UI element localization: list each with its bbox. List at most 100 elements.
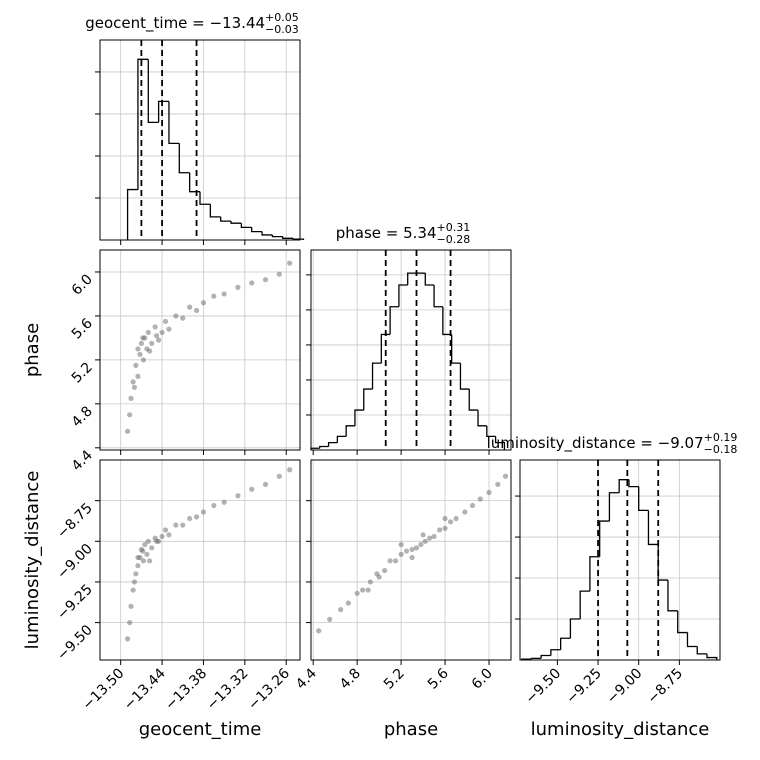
panel-frame — [99, 39, 301, 241]
sample-point — [166, 532, 172, 538]
sample-point — [431, 533, 437, 540]
sample-point — [477, 496, 483, 502]
sample-point — [436, 527, 443, 533]
sample-point — [156, 337, 162, 343]
sample-point — [149, 545, 155, 551]
sample-point — [354, 590, 360, 596]
hist-step — [424, 273, 435, 286]
sample-point — [420, 532, 426, 538]
y-axis-label: phase — [22, 323, 43, 377]
sample-point — [447, 519, 454, 525]
title-sup: +0.31 — [437, 221, 471, 234]
sample-point — [137, 351, 143, 357]
hist-step — [657, 544, 668, 581]
hist-step — [560, 637, 571, 650]
sample-point — [135, 373, 141, 379]
sample-point — [413, 545, 420, 551]
hist-step — [459, 363, 470, 390]
sample-point — [235, 493, 241, 499]
sample-point — [159, 533, 165, 540]
hist-step — [319, 445, 329, 449]
sample-point — [130, 587, 136, 593]
sample-point — [422, 538, 428, 544]
sample-point — [200, 509, 207, 515]
sample-point — [140, 357, 147, 363]
sample-point — [276, 473, 282, 479]
sample-point — [382, 567, 388, 574]
sample-point — [133, 362, 139, 368]
sample-point — [144, 346, 150, 352]
sample-point — [200, 300, 207, 306]
hist-step — [569, 618, 581, 639]
y-tick-label: 5.2 — [69, 359, 96, 386]
sample-point — [173, 522, 179, 528]
hist-step — [398, 284, 408, 307]
x-tick-label: −13.44 — [121, 665, 169, 713]
hist-step — [494, 436, 506, 450]
sample-point — [147, 348, 153, 354]
sample-point — [145, 329, 151, 336]
sample-point — [156, 538, 162, 544]
sample-point — [140, 548, 146, 554]
sample-point — [135, 346, 141, 352]
hist-step — [647, 510, 659, 546]
x-tick-label: −13.32 — [204, 666, 252, 714]
sample-point — [193, 307, 200, 314]
sample-point — [166, 326, 172, 332]
x-axis-label: luminosity_distance — [531, 719, 710, 740]
sample-point — [138, 546, 144, 553]
x-tick-label: −13.26 — [245, 665, 293, 713]
hist-step — [292, 238, 305, 240]
sample-point — [276, 271, 282, 277]
sample-point — [127, 620, 133, 626]
hist-step — [706, 653, 718, 660]
sample-point — [180, 315, 186, 321]
sample-point — [142, 541, 148, 548]
hist-step — [686, 632, 698, 648]
hist-step — [451, 334, 461, 364]
hist-step — [220, 216, 232, 222]
sample-point — [393, 558, 399, 564]
panel-frame — [310, 459, 512, 661]
x-tick-label: 6.0 — [469, 666, 496, 693]
sample-point — [453, 515, 459, 522]
hist-step — [178, 143, 190, 174]
sample-point — [409, 546, 415, 553]
sample-point — [153, 538, 160, 544]
sample-point — [374, 571, 380, 577]
hist-step — [599, 520, 610, 557]
hist-step — [336, 435, 347, 443]
sample-point — [135, 554, 141, 561]
sample-point — [145, 538, 151, 544]
panel-frame — [99, 249, 301, 451]
hist-step — [638, 486, 649, 512]
hist-step — [209, 204, 221, 218]
hist-step — [477, 410, 487, 427]
hist-step — [345, 425, 355, 437]
panel-title: geocent_time = −13.44+0.05 −0.03 — [85, 11, 299, 36]
hist-step — [407, 272, 417, 286]
hist-step — [240, 223, 252, 229]
sample-point — [133, 571, 139, 577]
sample-point — [124, 636, 131, 642]
sample-point — [469, 502, 476, 509]
sample-point — [127, 412, 133, 418]
title-main: geocent_time = −13.44 — [85, 14, 265, 33]
sample-point — [442, 515, 448, 522]
hist-step — [261, 231, 273, 236]
sample-point — [149, 340, 155, 347]
hist-step — [618, 479, 629, 493]
y-tick-label: −9.50 — [54, 622, 96, 664]
hist-step — [230, 221, 242, 224]
sample-point — [486, 489, 492, 496]
sample-point — [287, 467, 293, 473]
hist-step — [147, 59, 159, 124]
title-sup: +0.05 — [265, 11, 299, 24]
y-tick-label: −8.75 — [54, 500, 96, 542]
hist-step — [354, 409, 364, 426]
sample-point — [387, 558, 393, 564]
hist-step — [468, 389, 479, 411]
sample-point — [338, 606, 344, 613]
sample-point — [345, 600, 351, 606]
